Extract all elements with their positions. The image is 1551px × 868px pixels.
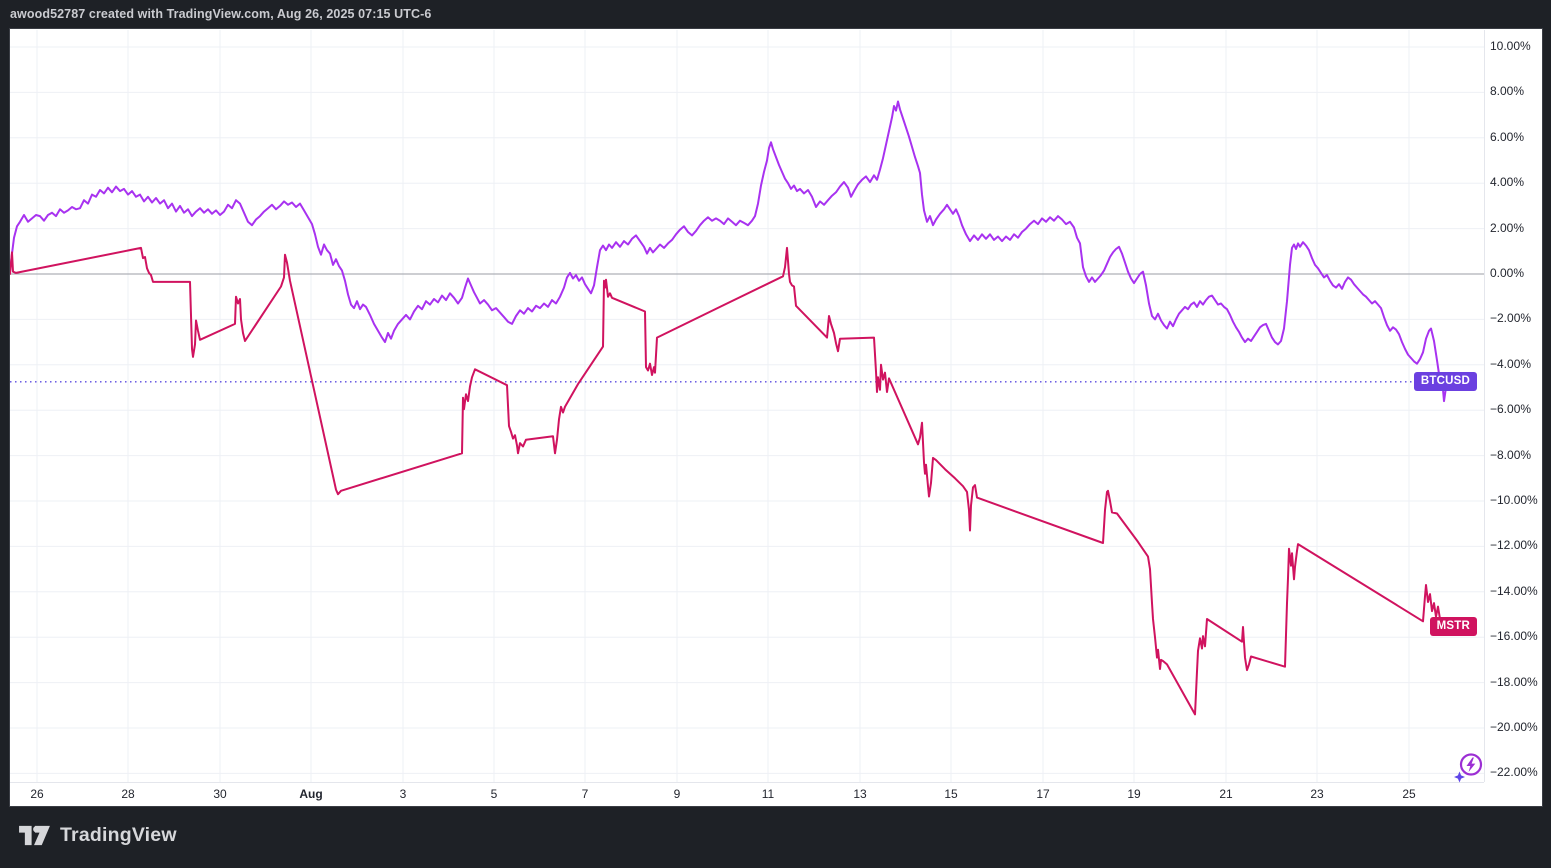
mstr-price-label: MSTR [1429,617,1477,637]
price-axis-label: −18.00% [1490,674,1538,689]
watermark-title: awood52787 created with TradingView.com,… [10,7,432,21]
price-axis-label: −8.00% [1490,447,1532,462]
price-axis-label: 2.00% [1490,220,1525,235]
time-axis-label: 7 [581,787,589,801]
price-axis-label: −4.00% [1490,356,1532,371]
watermark-bar: awood52787 created with TradingView.com,… [0,0,1551,29]
time-axis-label: 17 [1036,787,1050,801]
time-axis-label: 13 [853,787,867,801]
price-axis-label: −14.00% [1490,583,1538,598]
time-axis-label: 21 [1219,787,1233,801]
time-axis-label: 15 [944,787,958,801]
time-axis-label: 25 [1402,787,1416,801]
tradingview-logo[interactable]: TradingView [18,822,177,849]
price-axis-label: 10.00% [1490,39,1531,53]
time-axis-label: 9 [673,787,681,801]
price-axis-label: −20.00% [1490,720,1538,734]
price-axis-label: 4.00% [1490,175,1525,190]
price-axis-label: 6.00% [1490,129,1525,144]
boost-button[interactable] [1452,751,1486,785]
sparkle-icon [1454,771,1465,783]
plot-canvas [10,30,1484,782]
price-axis-label: −10.00% [1490,493,1538,507]
time-axis-label: 19 [1127,787,1141,801]
time-axis[interactable]: 26 28 30 Aug 3 5 7 9 11 13 15 17 19 21 23 25 [10,782,1484,806]
time-axis-label: 5 [490,787,498,801]
lightning-bolt-icon [1454,753,1483,783]
price-axis-label: −16.00% [1490,629,1538,644]
tradingview-logo-text: TradingView [60,824,177,846]
time-axis-label: 3 [399,787,407,801]
price-axis-label: −6.00% [1490,402,1532,417]
mstr-line[interactable] [10,246,1443,716]
btcusd-line[interactable] [10,100,1448,403]
price-axis-label: −2.00% [1490,311,1532,326]
time-axis-label: 30 [213,787,227,801]
chart-panel: 10.00% 8.00% 6.00% 4.00% 2.00% 0.00% −2.00% −4.… [10,29,1542,806]
price-axis-label: −12.00% [1490,538,1538,553]
time-axis-label: 11 [761,787,775,801]
price-axis-label: 8.00% [1490,84,1525,99]
price-axis-label: 0.00% [1490,266,1525,280]
time-axis-label: 23 [1310,787,1324,801]
price-axis[interactable]: 10.00% 8.00% 6.00% 4.00% 2.00% 0.00% −2.00% −4.… [1484,30,1542,782]
time-axis-label: 26 [30,787,44,801]
price-axis-label: −22.00% [1490,765,1538,780]
footer-bar: TradingView [0,806,1551,868]
time-axis-label: 28 [121,787,135,801]
btcusd-price-label: BTCUSD [1413,372,1477,392]
plot-area[interactable] [10,30,1484,782]
tradingview-logo-icon [19,825,50,846]
time-axis-label: Aug [299,787,323,801]
